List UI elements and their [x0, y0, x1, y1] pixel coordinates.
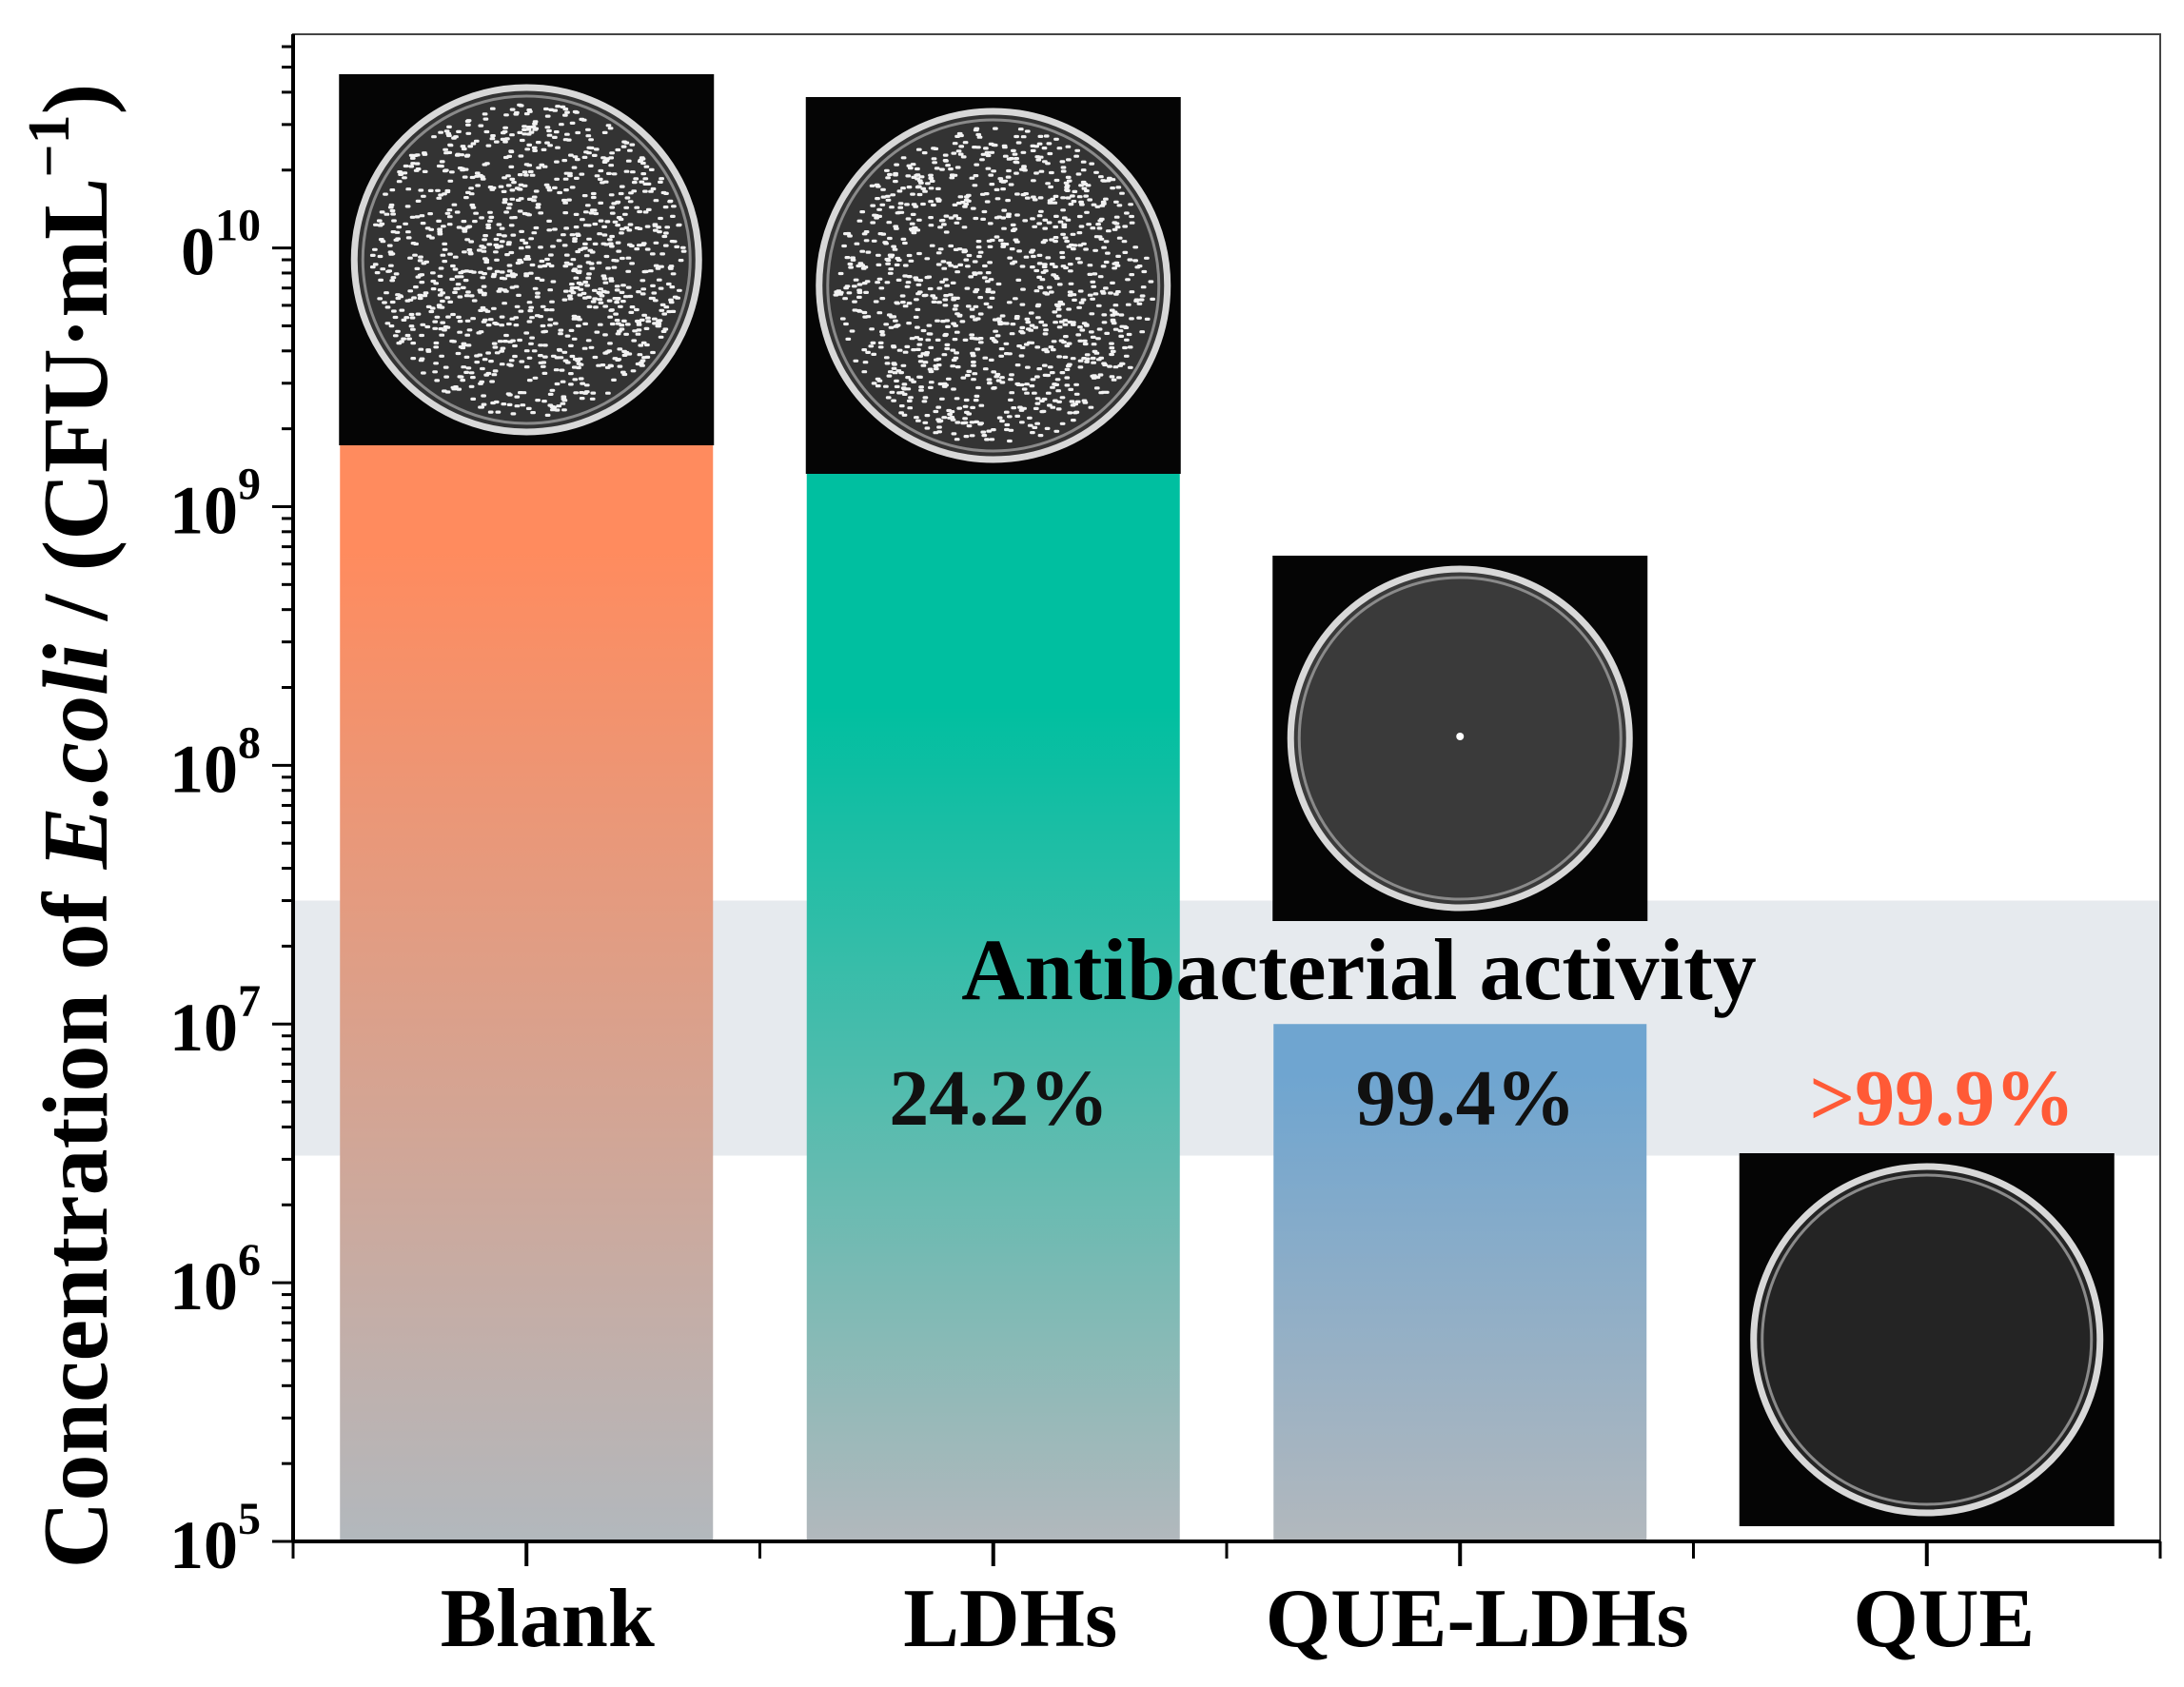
- y-tick-label: 109: [169, 459, 261, 548]
- plate-image-que: [1739, 1153, 2115, 1526]
- y-axis-label: Concentration of E.coli / (CFU·mL−1): [17, 84, 128, 1569]
- band-label: Antibacterial activity: [961, 921, 1756, 1018]
- annotation-ldhs: 24.2%: [889, 1054, 1109, 1143]
- plates-layer: [339, 74, 2115, 1526]
- bar-blank: [340, 441, 714, 1542]
- y-tick-label: 010: [181, 201, 261, 290]
- colony: [1456, 733, 1465, 740]
- bar-ldhs: [806, 470, 1180, 1542]
- x-tick-label-que-ldhs: QUE-LDHs: [1266, 1573, 1689, 1665]
- plate-image-que-ldhs: [1272, 556, 1648, 921]
- x-tick-label-que: QUE: [1853, 1573, 2035, 1665]
- y-axis-ticks: [272, 45, 293, 1543]
- y-tick-label: 107: [169, 976, 261, 1066]
- annotation-que-ldhs: 99.4%: [1356, 1054, 1576, 1143]
- petri-dish-rim: [826, 118, 1161, 453]
- plate-image-ldhs: [805, 97, 1181, 474]
- x-tick-label-ldhs: LDHs: [903, 1573, 1117, 1665]
- plate-image-blank: [339, 74, 715, 445]
- bars-layer: [340, 441, 1647, 1542]
- petri-dish: [816, 108, 1171, 463]
- y-tick-label: 106: [169, 1235, 261, 1324]
- petri-dish: [1750, 1163, 2104, 1517]
- bar-que-ldhs: [1273, 1024, 1647, 1541]
- colonies: [369, 103, 687, 417]
- petri-dish-rim: [1761, 1173, 2094, 1506]
- text-layer: 105 106 107 108 109 010 Blank LDHs QUE-LDHs QUE An…: [17, 84, 2075, 1665]
- petri-dish-rim: [361, 94, 692, 425]
- annotation-que: >99.9%: [1809, 1054, 2075, 1143]
- y-tick-label: 108: [169, 717, 261, 807]
- colonies: [833, 127, 1155, 443]
- x-axis-ticks: [291, 1541, 2162, 1566]
- petri-dish-rim: [1297, 576, 1623, 901]
- x-tick-label-blank: Blank: [441, 1573, 655, 1665]
- y-tick-label: 105: [169, 1494, 261, 1583]
